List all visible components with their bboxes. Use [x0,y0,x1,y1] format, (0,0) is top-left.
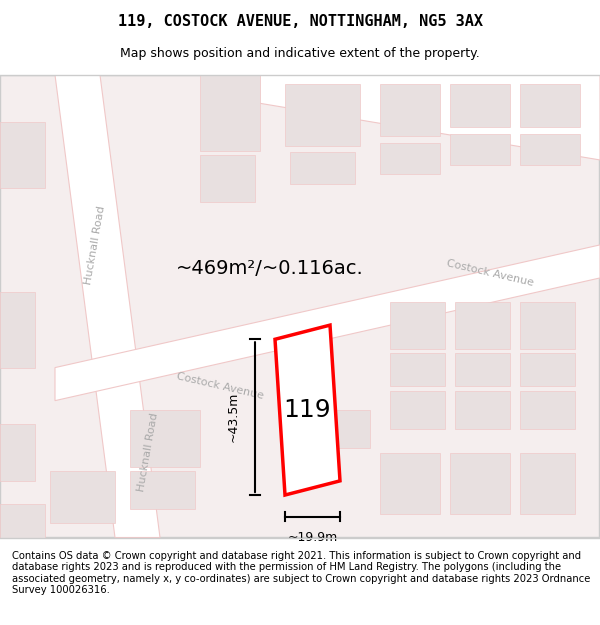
Polygon shape [520,134,580,164]
Text: ~19.9m: ~19.9m [287,531,338,544]
Polygon shape [520,452,575,514]
Polygon shape [130,410,200,467]
Polygon shape [55,245,600,401]
Polygon shape [130,471,195,509]
Polygon shape [390,354,445,386]
Polygon shape [380,84,440,136]
Polygon shape [455,354,510,386]
Polygon shape [520,84,580,127]
Polygon shape [520,354,575,386]
Polygon shape [0,122,45,188]
Polygon shape [260,75,600,160]
Text: Map shows position and indicative extent of the property.: Map shows position and indicative extent… [120,48,480,61]
Polygon shape [450,134,510,164]
Text: Hucknall Road: Hucknall Road [83,205,107,285]
Polygon shape [380,143,440,174]
Polygon shape [390,301,445,349]
Polygon shape [0,292,35,367]
Polygon shape [450,84,510,127]
Polygon shape [520,391,575,429]
Polygon shape [55,75,160,538]
Text: Costock Avenue: Costock Avenue [175,372,265,401]
Polygon shape [520,301,575,349]
Polygon shape [200,155,255,202]
Polygon shape [455,391,510,429]
Polygon shape [310,410,370,448]
Polygon shape [450,452,510,514]
Polygon shape [0,504,45,538]
Polygon shape [50,471,115,523]
Polygon shape [200,75,260,151]
Text: Contains OS data © Crown copyright and database right 2021. This information is : Contains OS data © Crown copyright and d… [12,551,590,596]
Polygon shape [275,325,340,495]
Polygon shape [455,301,510,349]
Polygon shape [380,452,440,514]
Text: 119, COSTOCK AVENUE, NOTTINGHAM, NG5 3AX: 119, COSTOCK AVENUE, NOTTINGHAM, NG5 3AX [118,14,482,29]
Polygon shape [0,424,35,481]
Text: 119: 119 [283,398,331,422]
Text: Costock Avenue: Costock Avenue [445,258,535,288]
Polygon shape [390,391,445,429]
FancyBboxPatch shape [0,75,600,538]
Polygon shape [290,152,355,184]
Text: ~43.5m: ~43.5m [227,392,240,442]
Text: Hucknall Road: Hucknall Road [136,412,160,492]
Text: ~469m²/~0.116ac.: ~469m²/~0.116ac. [176,259,364,278]
Polygon shape [285,84,360,146]
